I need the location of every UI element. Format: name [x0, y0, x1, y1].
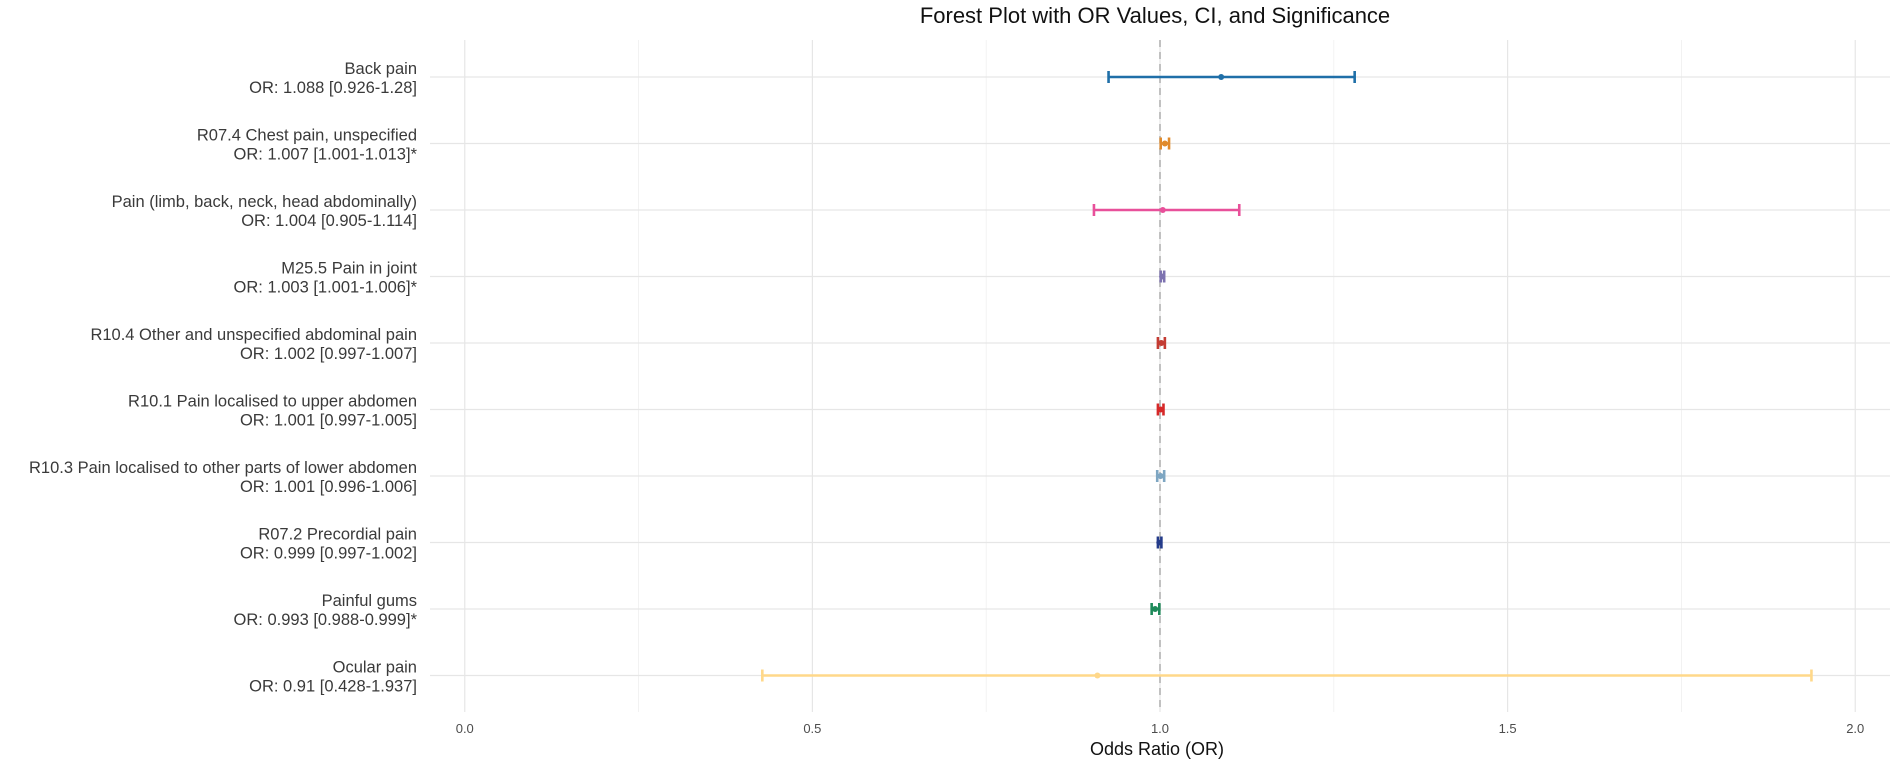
- row-label-name: R07.2 Precordial pain: [258, 526, 417, 544]
- ci-mark: [1156, 403, 1165, 416]
- row-label-or: OR: 1.007 [1.001-1.013]*: [234, 146, 418, 164]
- or-point: [1158, 340, 1165, 346]
- ci-mark: [1156, 536, 1163, 549]
- row-label-name: R10.4 Other and unspecified abdominal pa…: [90, 326, 417, 344]
- row-label-name: Pain (limb, back, neck, head abdominally…: [112, 193, 417, 211]
- row-label-name: R10.3 Pain localised to other parts of l…: [29, 459, 417, 477]
- row-label-name: M25.5 Pain in joint: [281, 260, 417, 278]
- or-point: [1218, 74, 1225, 80]
- row-label-name: Back pain: [345, 60, 417, 78]
- ci-mark: [1159, 137, 1171, 150]
- row-label-or: OR: 0.999 [0.997-1.002]: [240, 545, 417, 563]
- x-axis-ticks: 0.0 0.5 1.0 1.5 2.0: [456, 721, 1865, 736]
- or-point: [1161, 140, 1168, 147]
- x-tick-label: 2.0: [1846, 721, 1864, 736]
- row-label-name: R10.1 Pain localised to upper abdomen: [128, 393, 417, 411]
- or-point: [1159, 273, 1166, 280]
- x-axis-title: Odds Ratio (OR): [1090, 739, 1224, 759]
- ci-mark: [1150, 603, 1161, 615]
- or-point: [1157, 406, 1164, 413]
- x-tick-label: 0.0: [456, 721, 474, 736]
- row-label-or: OR: 1.003 [1.001-1.006]*: [234, 279, 418, 297]
- row-label-or: OR: 1.088 [0.926-1.28]: [249, 79, 417, 97]
- ci-mark: [1107, 71, 1356, 83]
- ci-mark: [1155, 470, 1166, 482]
- row-label-or: OR: 1.004 [0.905-1.114]: [241, 212, 417, 230]
- chart-title: Forest Plot with OR Values, CI, and Sign…: [920, 3, 1390, 28]
- row-label-or: OR: 1.001 [0.996-1.006]: [240, 478, 417, 496]
- or-point: [1094, 672, 1101, 679]
- ci-mark: [1159, 270, 1166, 283]
- row-label-name: Painful gums: [322, 592, 417, 610]
- or-point: [1156, 539, 1163, 546]
- x-tick-label: 0.5: [803, 721, 821, 736]
- or-point: [1157, 473, 1164, 479]
- x-tick-label: 1.5: [1499, 721, 1517, 736]
- ci-mark: [1156, 337, 1167, 349]
- chart-marks: [761, 71, 1813, 682]
- row-label-name: Ocular pain: [333, 659, 417, 677]
- ci-mark: [1092, 204, 1241, 216]
- row-label-or: OR: 1.001 [0.997-1.005]: [240, 412, 417, 430]
- x-tick-label: 1.0: [1151, 721, 1169, 736]
- or-point: [1152, 606, 1159, 612]
- row-label-name: R07.4 Chest pain, unspecified: [197, 127, 417, 145]
- ci-mark: [761, 669, 1813, 682]
- row-label-or: OR: 1.002 [0.997-1.007]: [240, 345, 417, 363]
- or-point: [1159, 207, 1166, 213]
- row-label-or: OR: 0.91 [0.428-1.937]: [249, 678, 417, 696]
- row-label-or: OR: 0.993 [0.988-0.999]*: [234, 611, 418, 629]
